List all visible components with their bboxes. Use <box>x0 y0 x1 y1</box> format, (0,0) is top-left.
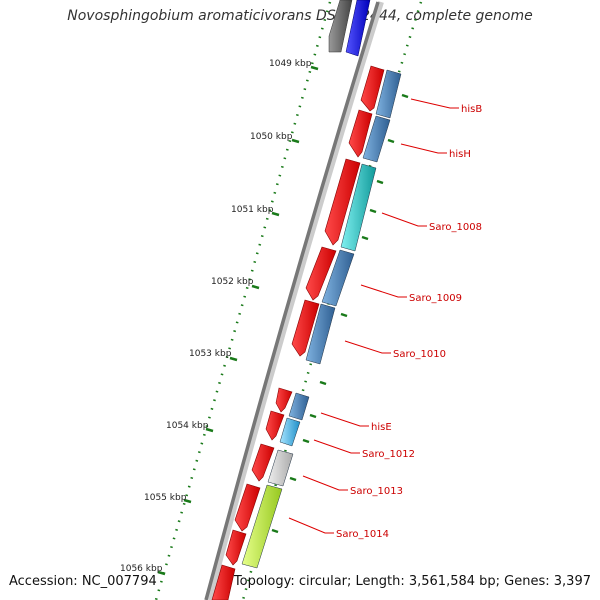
inner-tick-marks <box>157 65 319 576</box>
cds-arrow-saro1013 <box>251 443 275 482</box>
cds-arrow-hisH <box>348 109 373 158</box>
cds-arrow-hisE <box>275 387 293 413</box>
cds-arrows <box>211 65 385 600</box>
kbp-label: 1054 kbp <box>166 421 209 431</box>
cds-arrow-saro1008 <box>324 158 361 246</box>
cds-arrow-next <box>225 529 247 566</box>
cds-arrow-bottom <box>211 564 236 600</box>
cds-arrow-saro1009 <box>305 246 337 301</box>
gene-label-hisE: hisE <box>371 422 392 433</box>
genome-summary-text: Topology: circular; Length: 3,561,584 bp… <box>233 574 591 589</box>
gene-label-saro1008: Saro_1008 <box>429 222 482 233</box>
gene-label-saro1013: Saro_1013 <box>350 486 403 497</box>
feature-block-saro1008 <box>340 163 377 252</box>
cds-arrow-hisB <box>360 65 385 112</box>
cds-arrow-saro1014 <box>234 483 261 532</box>
feature-block-hisH <box>362 115 391 163</box>
feature-block-saro1009 <box>321 249 355 307</box>
cds-arrow-saro1010 <box>291 299 320 357</box>
outer-tick-marks <box>271 93 409 534</box>
cds-arrow-saro1012 <box>265 410 285 441</box>
kbp-label: 1052 kbp <box>211 277 254 287</box>
feature-block-top-dark <box>328 0 353 53</box>
gene-label-hisH: hisH <box>449 149 471 160</box>
feature-block-hisB <box>375 69 402 119</box>
backbone-shadow <box>206 1 384 600</box>
kbp-labels: 1049 kbp 1050 kbp 1051 kbp 1052 kbp 1053… <box>120 59 312 574</box>
kbp-label: 1049 kbp <box>269 59 312 69</box>
feature-block-saro1010 <box>305 303 336 365</box>
gene-label-saro1012: Saro_1012 <box>362 449 415 460</box>
gene-label-hisB: hisB <box>461 104 482 115</box>
feature-block-saro1013 <box>267 449 294 487</box>
feature-block-top-blue <box>345 0 371 57</box>
kbp-label: 1053 kbp <box>189 349 232 359</box>
accession-text: Accession: NC_007794 <box>9 574 157 589</box>
feature-block-hisE <box>288 392 310 421</box>
kbp-label: 1055 kbp <box>144 493 187 503</box>
kbp-label: 1050 kbp <box>250 132 293 142</box>
gene-leader-lines <box>288 98 459 534</box>
gene-label-saro1010: Saro_1010 <box>393 349 446 360</box>
kbp-label: 1051 kbp <box>231 205 274 215</box>
gene-label-saro1014: Saro_1014 <box>336 529 389 540</box>
kbp-label: 1056 kbp <box>120 564 163 574</box>
feature-block-saro1014 <box>241 484 283 569</box>
gene-labels: hisB hisH Saro_1008 Saro_1009 Saro_1010 … <box>336 104 482 540</box>
feature-blocks <box>241 69 402 569</box>
feature-block-saro1012 <box>279 417 301 447</box>
genome-backbone <box>204 1 380 600</box>
gene-label-saro1009: Saro_1009 <box>409 293 462 304</box>
